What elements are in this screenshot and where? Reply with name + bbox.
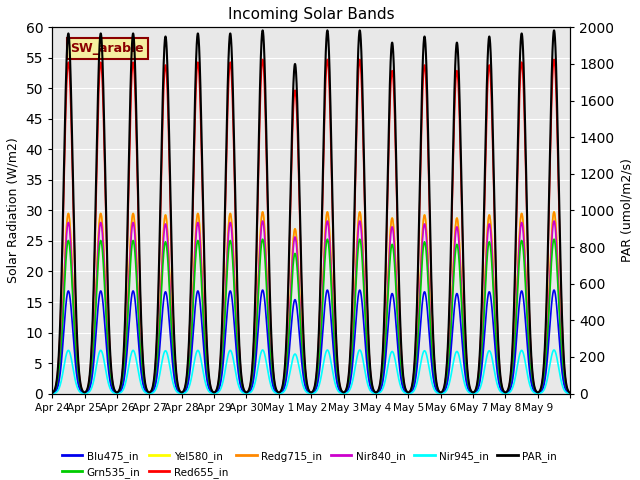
Y-axis label: Solar Radiation (W/m2): Solar Radiation (W/m2) bbox=[7, 138, 20, 283]
Y-axis label: PAR (umol/m2/s): PAR (umol/m2/s) bbox=[620, 158, 633, 263]
Title: Incoming Solar Bands: Incoming Solar Bands bbox=[228, 7, 394, 22]
Text: SW_arable: SW_arable bbox=[70, 42, 144, 55]
Legend: Blu475_in, Grn535_in, Yel580_in, Red655_in, Redg715_in, Nir840_in, Nir945_in, PA: Blu475_in, Grn535_in, Yel580_in, Red655_… bbox=[58, 446, 561, 480]
